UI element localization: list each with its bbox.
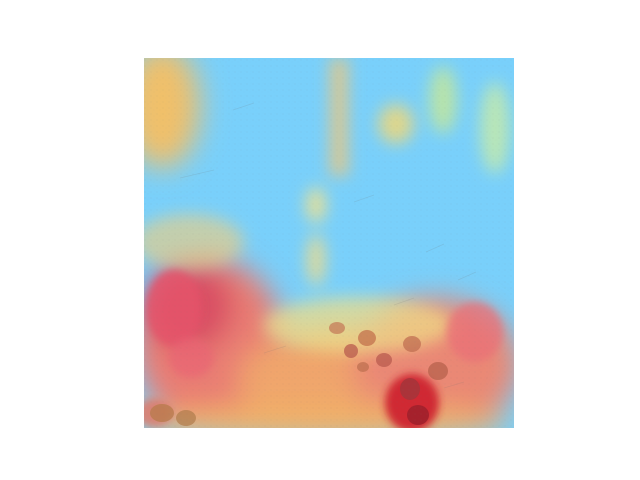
photo-grain bbox=[144, 58, 514, 428]
heatmap-overlay-image bbox=[144, 58, 514, 428]
texture-lines bbox=[179, 102, 477, 389]
heatmap-figure bbox=[144, 58, 514, 428]
